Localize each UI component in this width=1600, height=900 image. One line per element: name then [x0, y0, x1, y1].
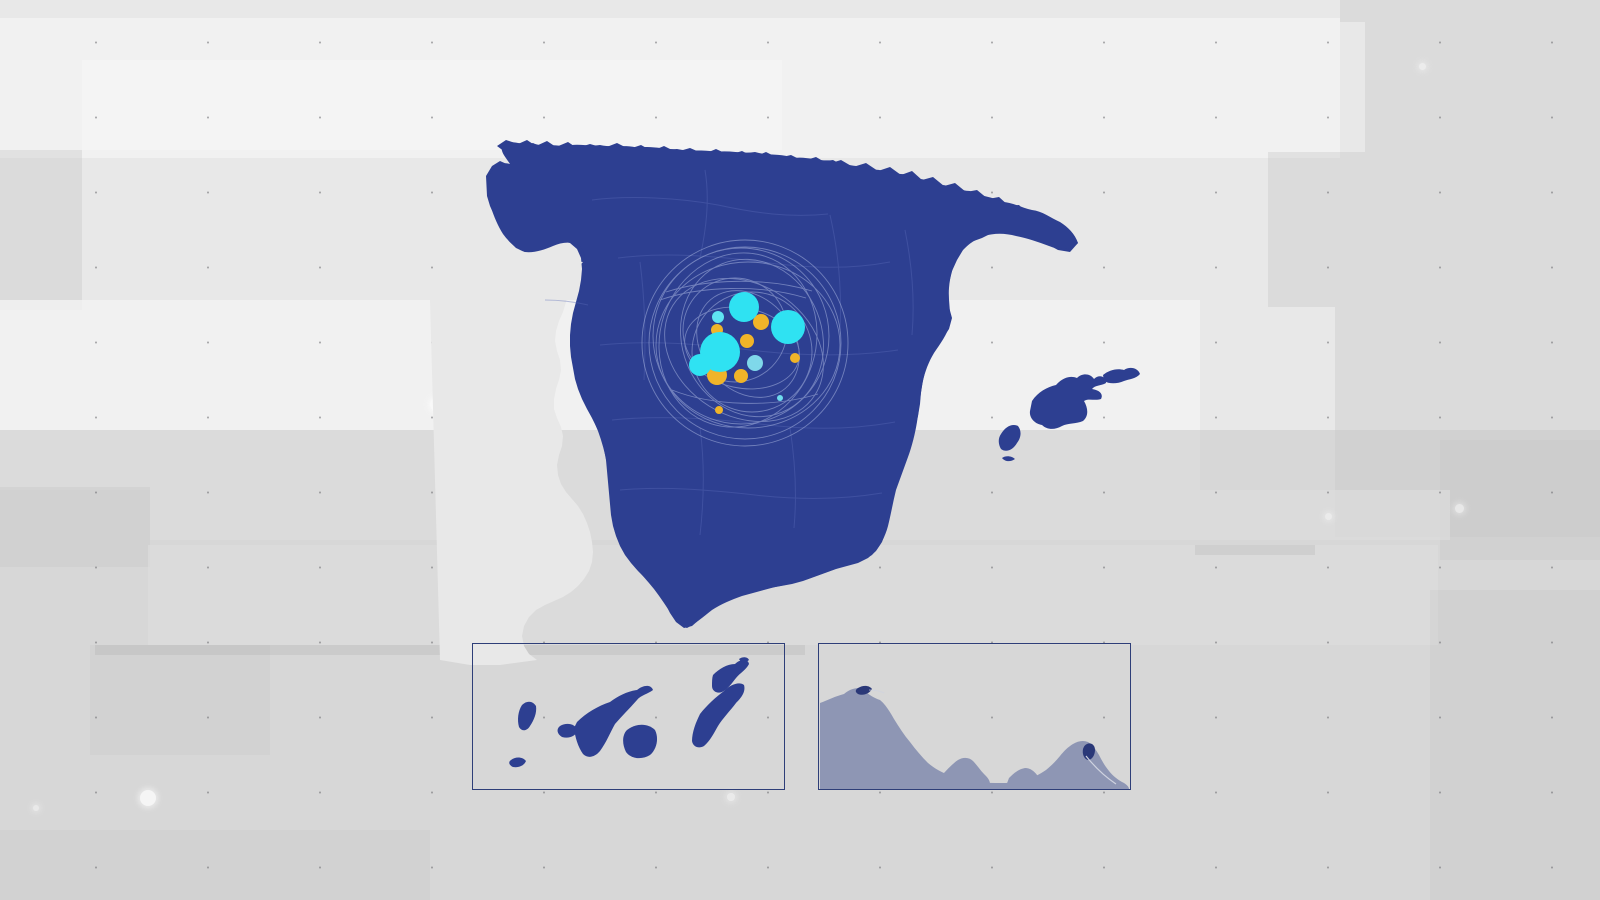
bokeh-dot-2 [140, 790, 156, 806]
bokeh-dot-5 [1419, 63, 1426, 70]
la-gomera-island [557, 723, 578, 738]
fuerteventura-island [692, 683, 745, 748]
gran-canaria-island [623, 724, 658, 759]
ceuta-marker [855, 685, 872, 695]
inset-canary-islands [472, 643, 785, 790]
bubble-cyan [729, 292, 759, 322]
ring-decoration [641, 239, 849, 447]
bubble-amber [734, 369, 748, 383]
ceuta-leader-line [868, 689, 885, 694]
bubble-cyan [747, 355, 763, 371]
lanzarote-island [712, 659, 749, 693]
africa-ridge-detail-2 [1006, 768, 1041, 786]
melilla-marker [1082, 743, 1095, 760]
bubble-cyan [777, 395, 783, 401]
formentera-island [1002, 456, 1015, 462]
melilla-leader-line [1085, 755, 1117, 785]
bubble-amber [715, 406, 723, 414]
bubble-amber [753, 314, 769, 330]
bokeh-dot-4 [1325, 513, 1332, 520]
africa-coast-shape [820, 688, 1129, 789]
bokeh-dot-7 [33, 805, 39, 811]
la-palma-island [518, 701, 537, 731]
bokeh-dot-6 [727, 793, 735, 801]
mallorca-island [1029, 374, 1106, 429]
galicia-notch [482, 232, 505, 248]
bubble-cyan [689, 354, 711, 376]
balearic-islands [998, 367, 1140, 462]
bubble-layer-cyan [689, 292, 805, 401]
tenerife-island [574, 685, 653, 757]
north-africa-landmass [820, 685, 1129, 789]
ibiza-island [998, 424, 1021, 451]
canary-islands-shapes [509, 657, 749, 768]
bubble-cyan [771, 310, 805, 344]
la-graciosa-island [739, 657, 749, 663]
menorca-island [1103, 367, 1140, 384]
bubble-cyan [712, 311, 724, 323]
bubble-amber [740, 334, 754, 348]
bubble-amber [790, 353, 800, 363]
inset-north-africa [818, 643, 1131, 790]
bokeh-dot-3 [1455, 504, 1464, 513]
portugal-cutout [430, 250, 593, 665]
el-hierro-island [509, 757, 526, 768]
africa-ridge-detail [938, 757, 990, 784]
spain-body [487, 142, 1078, 628]
region-borders [544, 169, 914, 536]
